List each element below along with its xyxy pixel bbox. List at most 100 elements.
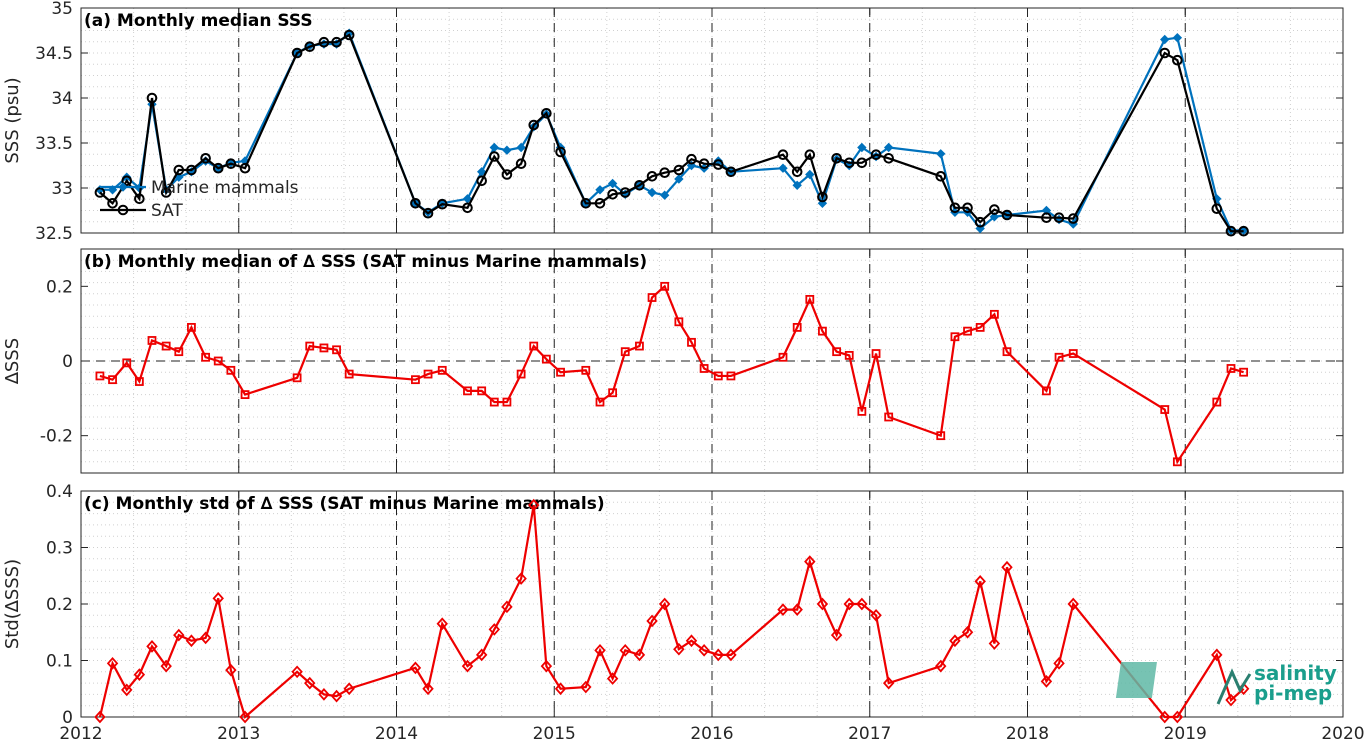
data-point (1040, 675, 1053, 688)
data-point (121, 175, 133, 187)
data-point (436, 617, 448, 631)
y-axis-label: Std(∆SSS) (2, 559, 23, 649)
data-point (423, 369, 433, 379)
data-point (1159, 47, 1171, 59)
y-tick-label: 0.4 (46, 482, 73, 502)
data-point (477, 386, 487, 396)
data-point (304, 676, 316, 690)
data-point (935, 659, 947, 673)
logo-text-line1: salinity (1254, 661, 1337, 685)
data-point (1041, 205, 1052, 216)
data-point (200, 153, 211, 164)
panel-c: 0 0.1 0.2 0.3 0.4 2012 2013 2014 2015 2016 2017 201… (2, 482, 1365, 744)
data-point (160, 659, 172, 673)
data-point (212, 162, 224, 174)
data-point (1041, 212, 1052, 223)
series-line (99, 33, 1244, 233)
y-tick-label: 33 (51, 179, 73, 199)
data-point (1002, 347, 1012, 357)
data-point (1159, 710, 1171, 724)
data-point (871, 349, 881, 358)
x-tick-label: 2014 (375, 724, 418, 744)
data-point (647, 187, 657, 198)
data-point (185, 634, 198, 648)
data-point (212, 592, 224, 605)
data-point (698, 643, 710, 657)
data-point (725, 648, 737, 662)
data-point (291, 665, 303, 679)
data-point (1067, 213, 1079, 224)
data-point (1225, 225, 1237, 237)
data-point (330, 689, 343, 703)
data-point (883, 142, 894, 153)
data-point (516, 369, 526, 379)
data-point (594, 643, 606, 657)
y-tick-label: 0 (62, 352, 73, 372)
data-point (1211, 648, 1223, 662)
data-point (436, 198, 448, 210)
data-point (685, 634, 698, 648)
data-point (726, 371, 736, 381)
data-point (659, 190, 670, 200)
y-tick-label: 0.3 (46, 539, 73, 559)
data-point (857, 142, 867, 153)
data-point (516, 142, 526, 153)
data-point (804, 555, 816, 568)
data-point (713, 371, 723, 381)
data-point (437, 365, 447, 375)
data-point (950, 332, 960, 342)
data-point (528, 119, 540, 131)
data-point (239, 710, 251, 724)
data-point (122, 358, 132, 368)
x-tick-label: 2013 (217, 724, 260, 744)
data-point (581, 365, 591, 375)
data-point (856, 157, 868, 169)
data-point (674, 174, 684, 184)
data-point (606, 672, 619, 685)
data-point (673, 642, 685, 656)
data-point (974, 216, 986, 228)
data-point (515, 158, 527, 169)
data-point (620, 347, 630, 357)
data-point (778, 352, 788, 362)
data-point (935, 171, 947, 182)
data-point (607, 178, 618, 189)
data-point (121, 683, 133, 697)
legend-label: SAT (151, 201, 183, 221)
data-point (830, 628, 843, 642)
data-point (936, 431, 946, 441)
data-point (843, 157, 855, 169)
data-point (174, 347, 184, 357)
data-point (502, 145, 512, 155)
data-point (240, 390, 250, 400)
data-point (1054, 352, 1064, 362)
x-tick-label: 2012 (59, 724, 102, 744)
data-point (1001, 560, 1013, 574)
data-point (318, 36, 330, 48)
data-point (778, 163, 788, 173)
data-point (1053, 212, 1065, 223)
data-point (225, 663, 237, 677)
data-point (1067, 597, 1079, 611)
data-point (462, 202, 473, 214)
y-tick-label: 0.2 (46, 277, 73, 297)
data-point (146, 640, 158, 653)
data-point (687, 337, 696, 347)
y-tick-label: 0.2 (46, 595, 73, 615)
data-point (94, 187, 106, 198)
data-point (173, 628, 185, 642)
data-point (633, 648, 646, 662)
data-point (791, 603, 803, 616)
data-point (133, 668, 146, 681)
data-point (777, 603, 789, 616)
data-point (331, 36, 342, 48)
y-tick-label: 35 (51, 0, 73, 19)
data-point (635, 341, 644, 351)
data-point (832, 347, 842, 357)
data-point (791, 166, 803, 178)
data-point (594, 198, 606, 209)
data-point (777, 149, 789, 160)
y-tick-label: 34.5 (35, 44, 73, 64)
x-tick-label: 2018 (1006, 724, 1049, 744)
data-point (699, 364, 709, 373)
